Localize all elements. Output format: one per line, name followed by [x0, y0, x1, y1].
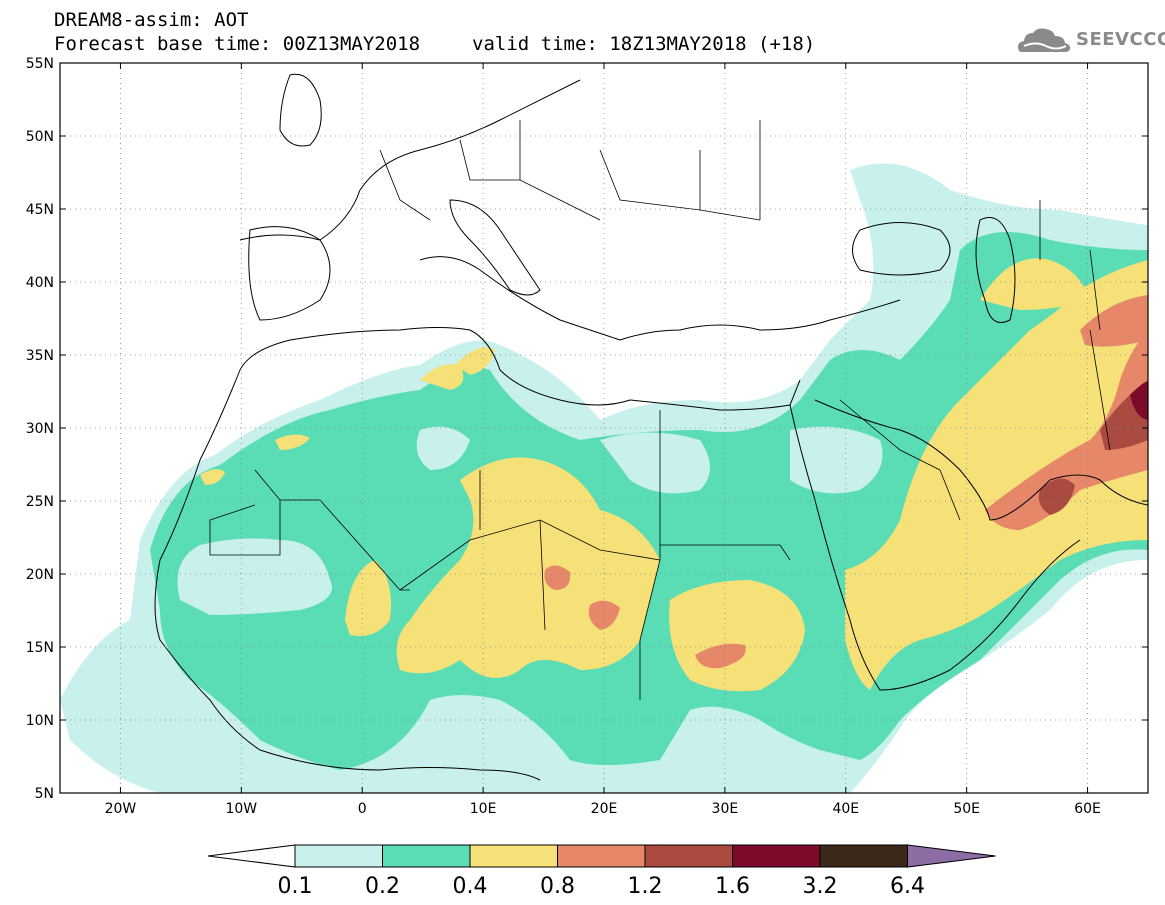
coast-caspian — [975, 217, 1016, 323]
lon-tick-label: 60E — [1074, 801, 1101, 817]
lon-tick-label: 30E — [712, 801, 739, 817]
gridlines — [60, 63, 1148, 793]
aot-band-0.8-gulf — [985, 330, 1148, 530]
lat-tick-label: 40N — [26, 275, 54, 291]
border-europe — [379, 120, 761, 221]
lon-tick-label: 50E — [953, 801, 980, 817]
aot-band-0.8-iran — [1080, 295, 1148, 347]
aot-band-0.1-egypt — [790, 426, 883, 494]
lat-tick-label: 25N — [26, 494, 54, 510]
aot-band-1.6 — [1130, 381, 1148, 420]
lon-tick-label: 0 — [358, 801, 367, 817]
colorbar-level-label: 0.4 — [453, 874, 488, 899]
colorbar-level-label: 0.1 — [278, 874, 313, 899]
coast-uk — [279, 73, 322, 147]
colorbar-level-label: 3.2 — [803, 874, 838, 899]
lon-tick-labels: 20W 10W 0 10E 20E 30E 40E 50E 60E — [105, 801, 1101, 817]
aot-band-0.1-sahara-west — [177, 538, 332, 615]
coast-north-africa — [239, 327, 801, 411]
aot-band-0.1-libya — [600, 432, 710, 494]
cloud-icon — [1018, 28, 1071, 52]
coast-iberia — [248, 226, 331, 321]
colorbar-box — [382, 844, 471, 868]
aot-field — [60, 163, 1148, 793]
lat-tick-label: 35N — [26, 348, 54, 364]
aot-band-0.1-algeria — [416, 426, 470, 470]
aot-band-0.8-niger — [588, 600, 620, 630]
lon-tick-label: 10E — [470, 801, 497, 817]
aot-band-1.2 — [1038, 380, 1148, 515]
title-line-1: DREAM8-assim: AOT — [54, 9, 249, 31]
lat-tick-label: 50N — [26, 129, 54, 145]
lon-tick-label: 20E — [591, 801, 618, 817]
aot-band-0.4-caspian — [980, 258, 1090, 310]
coast-west-africa — [154, 369, 541, 781]
lat-tick-label: 5N — [35, 786, 54, 802]
colorbar-box — [294, 844, 383, 868]
colorbar-level-label: 1.6 — [715, 874, 750, 899]
coast-europe — [239, 79, 901, 341]
colorbar-level-label: 0.8 — [540, 874, 575, 899]
lon-tick-label: 40E — [832, 801, 859, 817]
lat-tick-label: 15N — [26, 640, 54, 656]
lon-tick-label: 10W — [225, 801, 257, 817]
colorbar-level-label: 0.2 — [365, 874, 400, 899]
coast-italy — [449, 199, 541, 296]
aot-band-0.4-west — [345, 560, 391, 636]
colorbar-box — [819, 844, 908, 868]
colorbar-box — [469, 844, 558, 868]
aot-band-0.8-sudan — [695, 643, 746, 669]
lat-tick-label: 55N — [26, 56, 54, 72]
colorbar: 0.1 0.2 0.4 0.8 1.2 1.6 3.2 6.4 — [207, 844, 996, 899]
axis-ticks — [60, 62, 1148, 794]
lat-tick-label: 30N — [26, 421, 54, 437]
aot-band-0.4-tunisia — [420, 347, 495, 390]
colorbar-box — [557, 844, 646, 868]
coast-arabia — [814, 399, 1148, 521]
colorbar-arrow-high — [907, 844, 996, 868]
title-line-2: Forecast base time: 00Z13MAY2018 valid ti… — [54, 33, 815, 55]
lat-tick-label: 45N — [26, 202, 54, 218]
valid-time: valid time: 18Z13MAY2018 (+18) — [472, 33, 816, 55]
forecast-base-time: Forecast base time: 00Z13MAY2018 — [54, 33, 421, 55]
coast-red-sea — [789, 404, 1081, 691]
lat-tick-label: 10N — [26, 713, 54, 729]
colorbar-box — [732, 844, 821, 868]
borders — [209, 120, 1111, 700]
aot-band-0.4-morocco — [200, 434, 310, 485]
coast-black-sea — [852, 222, 951, 276]
aot-band-0.8-chad — [544, 565, 571, 590]
colorbar-level-label: 6.4 — [890, 874, 925, 899]
lon-tick-label: 20W — [105, 801, 137, 817]
coastlines — [154, 73, 1148, 781]
lat-tick-label: 20N — [26, 567, 54, 583]
border-lines — [209, 200, 1111, 700]
colorbar-box — [644, 844, 733, 868]
colorbar-arrow-low — [207, 844, 296, 868]
lat-tick-labels: 55N 50N 45N 40N 35N 30N 25N 20N 15N 10N 5N — [26, 56, 54, 802]
logo-text: SEEVCCC — [1076, 29, 1165, 50]
colorbar-level-label: 1.2 — [628, 874, 663, 899]
aot-band-0.4-arabia — [845, 260, 1148, 690]
